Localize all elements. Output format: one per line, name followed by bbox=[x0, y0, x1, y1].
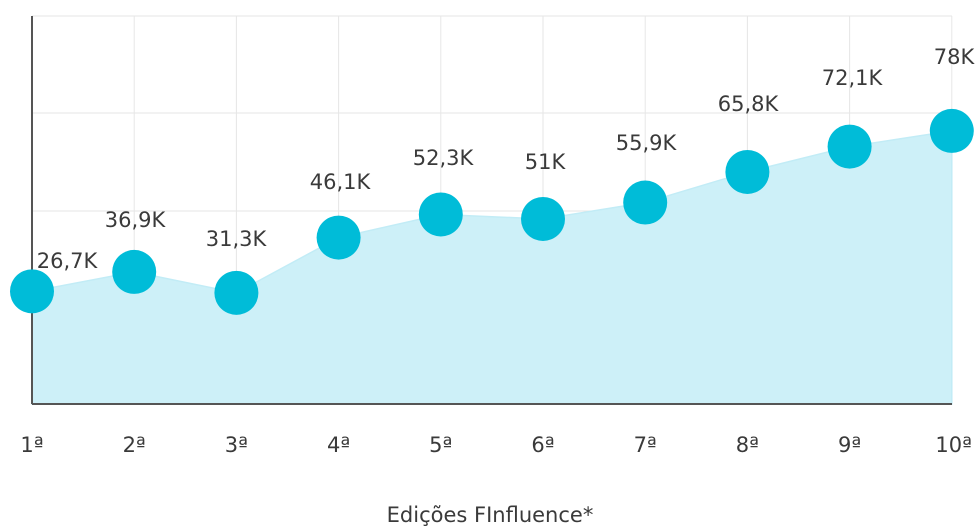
data-label: 65,8K bbox=[718, 92, 780, 116]
data-label: 51K bbox=[525, 150, 567, 174]
data-label: 31,3K bbox=[206, 227, 268, 251]
x-tick-labels: 1ª 2ª 3ª 4ª 5ª 6ª 7ª 8ª 9ª 10ª bbox=[20, 433, 972, 457]
x-tick-label: 6ª bbox=[531, 433, 554, 457]
data-label: 52,3K bbox=[413, 146, 475, 170]
area-fill bbox=[31, 130, 953, 405]
data-label: 36,9K bbox=[105, 208, 167, 232]
data-point-marker bbox=[623, 180, 668, 225]
data-point-marker bbox=[827, 124, 872, 169]
data-point-marker bbox=[521, 196, 565, 241]
x-tick-label: 9ª bbox=[838, 433, 861, 457]
data-point-marker bbox=[10, 269, 54, 314]
x-tick-label: 1ª bbox=[20, 433, 43, 457]
x-axis-title: Edições FInfluence* bbox=[387, 503, 594, 527]
x-tick-label: 8ª bbox=[736, 433, 759, 457]
data-point-marker bbox=[725, 149, 770, 194]
x-tick-label: 5ª bbox=[429, 433, 452, 457]
data-label: 26,7K bbox=[37, 249, 99, 273]
x-tick-label: 7ª bbox=[634, 433, 657, 457]
data-label: 55,9K bbox=[616, 131, 678, 155]
data-point-marker bbox=[112, 249, 157, 294]
data-point-marker bbox=[418, 192, 463, 237]
data-label: 72,1K bbox=[822, 66, 884, 90]
data-markers bbox=[10, 108, 974, 315]
x-tick-label: 10ª bbox=[935, 433, 972, 457]
data-label: 46,1K bbox=[310, 170, 372, 194]
x-tick-label: 3ª bbox=[225, 433, 248, 457]
x-tick-label: 2ª bbox=[123, 433, 146, 457]
data-label: 78K bbox=[934, 45, 976, 69]
data-point-marker bbox=[316, 215, 361, 260]
data-point-marker bbox=[929, 108, 974, 153]
x-tick-label: 4ª bbox=[327, 433, 350, 457]
data-point-marker bbox=[214, 270, 259, 315]
